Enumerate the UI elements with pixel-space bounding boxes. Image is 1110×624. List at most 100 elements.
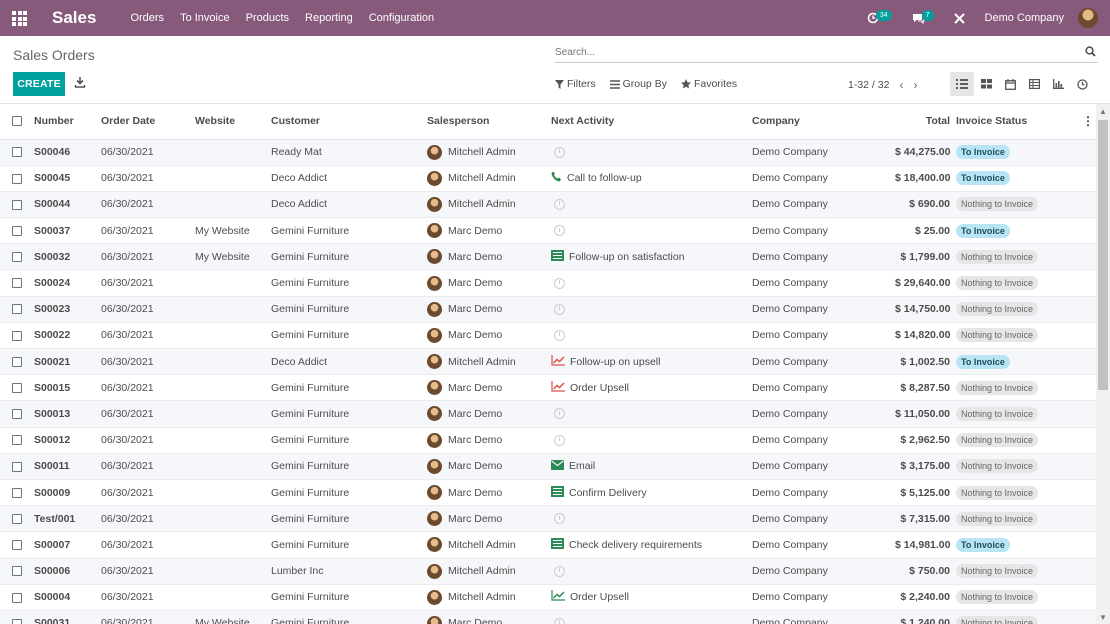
- row-checkbox[interactable]: [0, 296, 34, 323]
- email-icon[interactable]: [551, 459, 564, 473]
- clock-icon[interactable]: [554, 146, 565, 158]
- menu-configuration[interactable]: Configuration: [368, 12, 435, 24]
- clock-icon[interactable]: [554, 277, 565, 289]
- row-checkbox[interactable]: [0, 165, 34, 192]
- row-checkbox[interactable]: [0, 243, 34, 271]
- header-salesperson[interactable]: Salesperson: [427, 104, 551, 140]
- calendar-view-icon[interactable]: [998, 72, 1022, 96]
- row-checkbox[interactable]: [0, 427, 34, 454]
- row-checkbox[interactable]: [0, 610, 34, 624]
- row-checkbox[interactable]: [0, 374, 34, 402]
- header-order-date[interactable]: Order Date: [101, 104, 195, 140]
- table-row[interactable]: S00009 06/30/2021 Gemini Furniture Marc Dem…: [0, 479, 1096, 507]
- row-checkbox[interactable]: [0, 139, 34, 166]
- row-checkbox[interactable]: [0, 584, 34, 611]
- table-row[interactable]: S00037 06/30/2021 My Website Gemini Furnitu…: [0, 217, 1096, 245]
- upsell-red-icon[interactable]: [551, 354, 565, 369]
- activity-view-icon[interactable]: [1070, 72, 1094, 96]
- list-scrollbar[interactable]: ▲ ▼: [1096, 104, 1110, 624]
- tasks-icon[interactable]: [551, 537, 564, 552]
- row-checkbox[interactable]: [0, 505, 34, 533]
- clock-icon[interactable]: [554, 329, 565, 341]
- table-row[interactable]: Test/001 06/30/2021 Gemini Furniture Marc D…: [0, 505, 1096, 533]
- upsell-red-icon[interactable]: [551, 380, 565, 395]
- table-row[interactable]: S00012 06/30/2021 Gemini Furniture Marc Dem…: [0, 427, 1096, 454]
- header-company[interactable]: Company: [752, 104, 895, 140]
- table-row[interactable]: S00023 06/30/2021 Gemini Furniture Marc Dem…: [0, 296, 1096, 323]
- row-checkbox[interactable]: [0, 531, 34, 559]
- pager-next-icon[interactable]: ›: [913, 78, 918, 92]
- table-row[interactable]: S00024 06/30/2021 Gemini Furniture Marc Dem…: [0, 269, 1096, 297]
- menu-to-invoice[interactable]: To Invoice: [180, 12, 230, 24]
- clock-icon[interactable]: [554, 408, 565, 420]
- groupby-button[interactable]: Group By: [609, 78, 667, 90]
- row-checkbox[interactable]: [0, 400, 34, 428]
- row-checkbox[interactable]: [0, 453, 34, 480]
- debug-tools[interactable]: [953, 12, 965, 24]
- activity-menu[interactable]: 34: [867, 9, 892, 24]
- pager-previous-icon[interactable]: ‹: [899, 78, 904, 92]
- list-view-icon[interactable]: [950, 72, 974, 96]
- table-row[interactable]: S00015 06/30/2021 Gemini Furniture Marc Dem…: [0, 374, 1096, 402]
- table-row[interactable]: S00022 06/30/2021 Gemini Furniture Marc Dem…: [0, 322, 1096, 350]
- table-row[interactable]: S00032 06/30/2021 My Website Gemini Furnitu…: [0, 243, 1096, 271]
- scroll-up-icon[interactable]: ▲: [1099, 106, 1107, 116]
- messaging-menu[interactable]: 7: [912, 9, 934, 24]
- menu-products[interactable]: Products: [245, 12, 290, 24]
- search-icon[interactable]: [1085, 46, 1096, 57]
- row-checkbox[interactable]: [0, 322, 34, 350]
- clock-icon[interactable]: [554, 225, 565, 237]
- table-row[interactable]: S00013 06/30/2021 Gemini Furniture Marc Dem…: [0, 400, 1096, 428]
- scroll-thumb[interactable]: [1098, 120, 1108, 390]
- row-checkbox[interactable]: [0, 479, 34, 507]
- pivot-view-icon[interactable]: [1022, 72, 1046, 96]
- header-invoice-status[interactable]: Invoice Status: [956, 104, 1080, 140]
- header-customer[interactable]: Customer: [271, 104, 427, 140]
- header-next-activity[interactable]: Next Activity: [551, 104, 752, 140]
- table-row[interactable]: S00004 06/30/2021 Gemini Furniture Mitchell…: [0, 584, 1096, 611]
- create-button[interactable]: CREATE: [13, 72, 65, 96]
- user-avatar[interactable]: [1078, 8, 1098, 28]
- optional-columns-icon[interactable]: ⋮: [1080, 104, 1096, 140]
- favorites-button[interactable]: Favorites: [680, 78, 737, 90]
- table-row[interactable]: S00011 06/30/2021 Gemini Furniture Marc Dem…: [0, 453, 1096, 480]
- kanban-view-icon[interactable]: [974, 72, 998, 96]
- company-switcher[interactable]: Demo Company: [984, 12, 1064, 24]
- table-row[interactable]: S00045 06/30/2021 Deco Addict Mitchell Admi…: [0, 165, 1096, 192]
- table-row[interactable]: S00046 06/30/2021 Ready Mat Mitchell Admin D…: [0, 139, 1096, 166]
- row-checkbox[interactable]: [0, 191, 34, 219]
- apps-menu-icon[interactable]: [12, 11, 28, 26]
- header-total[interactable]: Total: [895, 104, 956, 140]
- tasks-icon[interactable]: [551, 485, 564, 500]
- search-input[interactable]: [555, 45, 1075, 58]
- upsell-green-icon[interactable]: [551, 590, 565, 604]
- header-number[interactable]: Number: [34, 104, 101, 140]
- table-row[interactable]: S00031 06/30/2021 My Website Gemini Furnitu…: [0, 610, 1096, 624]
- tasks-icon[interactable]: [551, 249, 564, 264]
- menu-orders[interactable]: Orders: [130, 12, 165, 24]
- clock-icon[interactable]: [554, 513, 565, 525]
- table-row[interactable]: S00044 06/30/2021 Deco Addict Mitchell Admi…: [0, 191, 1096, 219]
- row-checkbox[interactable]: [0, 269, 34, 297]
- filters-button[interactable]: Filters: [555, 78, 596, 90]
- menu-reporting[interactable]: Reporting: [305, 12, 353, 24]
- clock-icon[interactable]: [554, 198, 565, 210]
- phone-icon[interactable]: [551, 171, 562, 185]
- app-title[interactable]: Sales: [52, 8, 97, 27]
- pager-value[interactable]: 1-32 / 32: [848, 79, 890, 91]
- clock-icon[interactable]: [554, 303, 565, 315]
- download-icon[interactable]: [74, 76, 86, 88]
- header-website[interactable]: Website: [195, 104, 271, 140]
- table-row[interactable]: S00006 06/30/2021 Lumber Inc Mitchell Admin…: [0, 558, 1096, 585]
- clock-icon[interactable]: [554, 617, 565, 624]
- row-checkbox[interactable]: [0, 558, 34, 585]
- row-checkbox[interactable]: [0, 217, 34, 245]
- graph-view-icon[interactable]: [1046, 72, 1070, 96]
- clock-icon[interactable]: [554, 565, 565, 577]
- table-row[interactable]: S00021 06/30/2021 Deco Addict Mitchell Admi…: [0, 348, 1096, 376]
- table-row[interactable]: S00007 06/30/2021 Gemini Furniture Mitchell…: [0, 531, 1096, 559]
- select-all-checkbox[interactable]: [0, 104, 34, 140]
- row-checkbox[interactable]: [0, 348, 34, 376]
- clock-icon[interactable]: [554, 434, 565, 446]
- scroll-down-icon[interactable]: ▼: [1099, 612, 1107, 622]
